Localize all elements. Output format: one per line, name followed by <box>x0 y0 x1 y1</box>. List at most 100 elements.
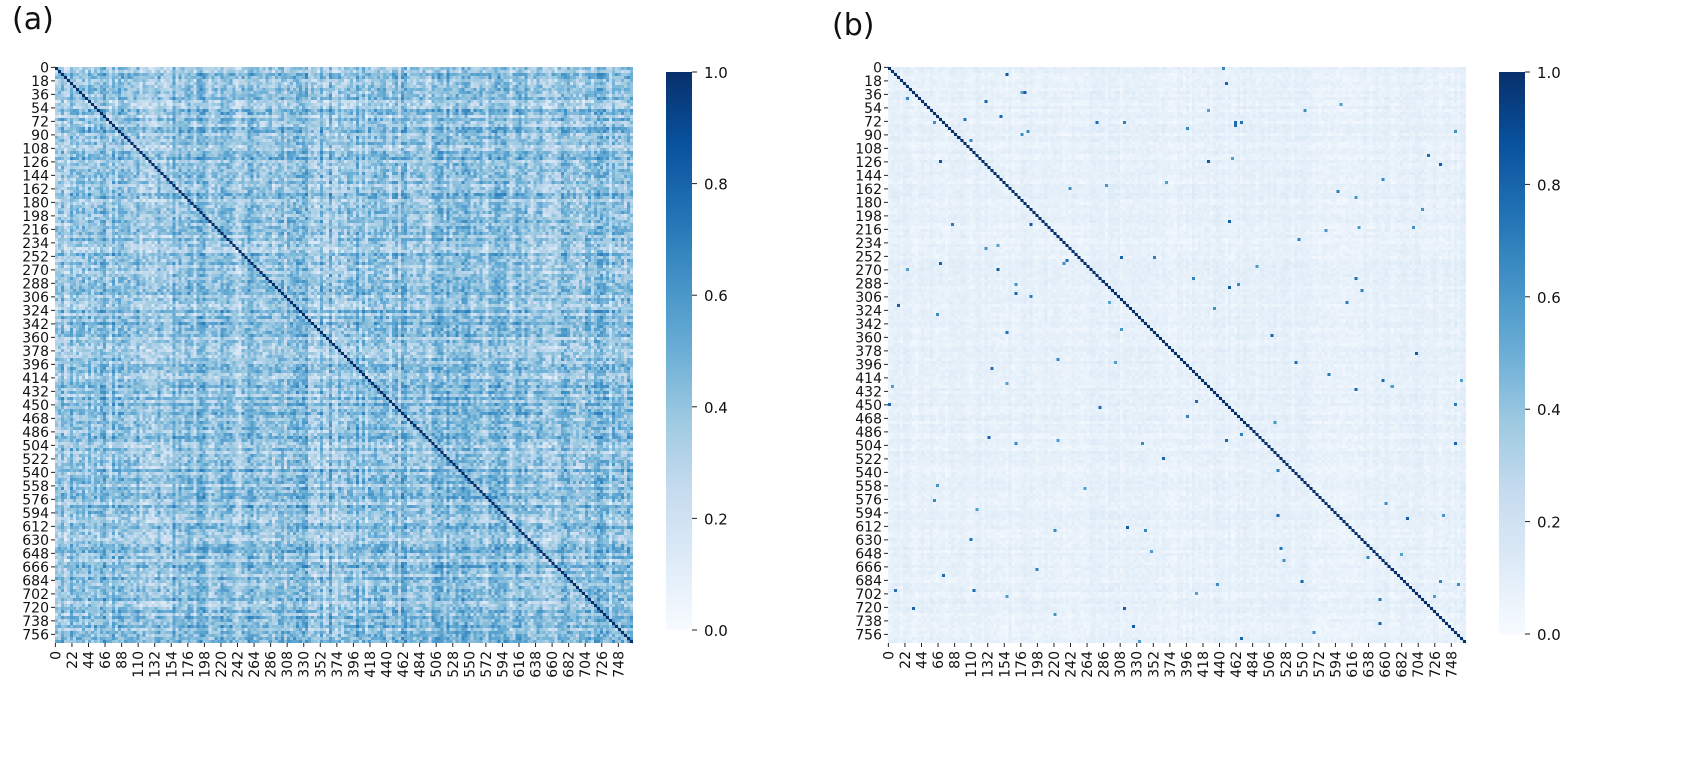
colorbar-tick-label: 0.0 <box>704 622 728 640</box>
x-tick-label: 506 <box>1262 651 1278 678</box>
y-tick-label: 684 <box>22 573 49 589</box>
y-tick-label: 540 <box>855 465 882 481</box>
y-tick-label: 288 <box>855 276 882 292</box>
x-tick-label: 264 <box>247 651 263 678</box>
x-tick-label: 154 <box>164 651 180 678</box>
y-tick-label: 198 <box>855 209 882 225</box>
x-tick-label: 638 <box>1362 651 1378 678</box>
y-tick-label: 702 <box>855 587 882 603</box>
x-tick-label: 682 <box>562 651 578 678</box>
y-tick-label: 684 <box>855 573 882 589</box>
y-tick-label: 144 <box>22 168 49 184</box>
x-tick-label: 528 <box>446 651 462 678</box>
colorbar: 0.0 0.2 0.4 0.6 0.8 1.0 <box>1499 64 1561 644</box>
colorbar-tick-label: 0.8 <box>1537 176 1561 194</box>
x-tick-label: 638 <box>529 651 545 678</box>
y-tick-label: 144 <box>855 168 882 184</box>
y-tick-label: 126 <box>855 155 882 171</box>
y-tick-label: 108 <box>855 141 882 157</box>
y-tick-label: 558 <box>22 479 49 495</box>
x-tick-label: 550 <box>1295 651 1311 678</box>
x-tick-label: 374 <box>330 651 346 678</box>
y-tick-label: 666 <box>855 560 882 576</box>
x-tick-label: 374 <box>1163 651 1179 678</box>
x-tick-label: 484 <box>413 651 429 678</box>
y-tick-label: 432 <box>22 384 49 400</box>
panel-label-b: (b) <box>832 8 875 43</box>
colorbar-tick-label: 0.4 <box>1537 401 1561 419</box>
y-tick-label: 342 <box>855 317 882 333</box>
y-tick-label: 360 <box>22 330 49 346</box>
y-tick-label: 576 <box>855 492 882 508</box>
y-tick-label: 54 <box>864 101 882 117</box>
x-tick-label: 396 <box>346 651 362 678</box>
y-tick-label: 396 <box>22 357 49 373</box>
y-tick-label: 90 <box>31 128 49 144</box>
panel-label-a: (a) <box>12 2 54 37</box>
colorbar-tick-label: 0.0 <box>1537 626 1561 644</box>
x-tick-label: 308 <box>1113 651 1129 678</box>
x-tick-label: 726 <box>1428 651 1444 678</box>
y-tick-label: 720 <box>855 600 882 616</box>
y-tick-label: 252 <box>855 249 882 265</box>
y-tick-label: 18 <box>864 74 882 90</box>
y-tick-label: 90 <box>864 128 882 144</box>
y-tick-label: 720 <box>22 600 49 616</box>
y-tick-label: 468 <box>855 411 882 427</box>
x-tick-label: 660 <box>1378 651 1394 678</box>
x-tick-label: 44 <box>81 651 97 669</box>
y-tick-label: 522 <box>22 452 49 468</box>
heatmap-diagonal <box>54 66 634 644</box>
y-tick-label: 612 <box>22 519 49 535</box>
colorbar-tick-label: 0.8 <box>704 176 728 194</box>
y-tick-label: 630 <box>22 533 49 549</box>
y-tick-label: 450 <box>22 398 49 414</box>
y-tick-label: 72 <box>31 114 49 130</box>
y-tick-label: 0 <box>873 60 882 76</box>
colorbar-tick-label: 0.6 <box>1537 289 1561 307</box>
y-tick-label: 36 <box>864 87 882 103</box>
y-tick-label: 702 <box>22 587 49 603</box>
x-tick-label: 22 <box>898 651 914 669</box>
y-tick-label: 558 <box>855 479 882 495</box>
colorbar-tick-label: 0.2 <box>1537 514 1561 532</box>
x-tick-label: 528 <box>1279 651 1295 678</box>
x-tick-label: 154 <box>997 651 1013 678</box>
y-tick-label: 108 <box>22 141 49 157</box>
x-tick-label: 88 <box>948 651 964 669</box>
y-tick-label: 738 <box>22 614 49 630</box>
y-tick-label: 504 <box>22 438 49 454</box>
x-tick-label: 616 <box>512 651 528 678</box>
x-tick-label: 572 <box>479 651 495 678</box>
x-tick-label: 462 <box>396 651 412 678</box>
y-tick-label: 612 <box>855 519 882 535</box>
colorbar-gradient <box>666 72 692 630</box>
y-tick-label: 396 <box>855 357 882 373</box>
x-tick-label: 132 <box>981 651 997 678</box>
x-tick-label: 44 <box>914 651 930 669</box>
y-tick-label: 378 <box>22 344 49 360</box>
y-tick-label: 324 <box>855 303 882 319</box>
y-tick-label: 306 <box>22 290 49 306</box>
x-tick-label: 220 <box>1047 651 1063 678</box>
y-tick-label: 504 <box>855 438 882 454</box>
y-tick-label: 162 <box>855 182 882 198</box>
x-tick-label: 418 <box>1196 651 1212 678</box>
y-tick-label: 216 <box>855 222 882 238</box>
x-tick-label: 110 <box>964 651 980 678</box>
y-tick-label: 648 <box>855 546 882 562</box>
x-tick-label: 88 <box>115 651 131 669</box>
x-tick-label: 660 <box>545 651 561 678</box>
y-tick-label: 72 <box>864 114 882 130</box>
y-tick-label: 180 <box>22 195 49 211</box>
y-tick-label: 54 <box>31 101 49 117</box>
y-tick-label: 540 <box>22 465 49 481</box>
x-tick-label: 176 <box>1014 651 1030 678</box>
y-tick-label: 486 <box>855 425 882 441</box>
y-tick-label: 342 <box>22 317 49 333</box>
x-tick-label: 264 <box>1080 651 1096 678</box>
heatmap-diagonal <box>887 66 1467 644</box>
y-tick-label: 630 <box>855 533 882 549</box>
y-tick-label: 432 <box>855 384 882 400</box>
y-tick-label: 648 <box>22 546 49 562</box>
